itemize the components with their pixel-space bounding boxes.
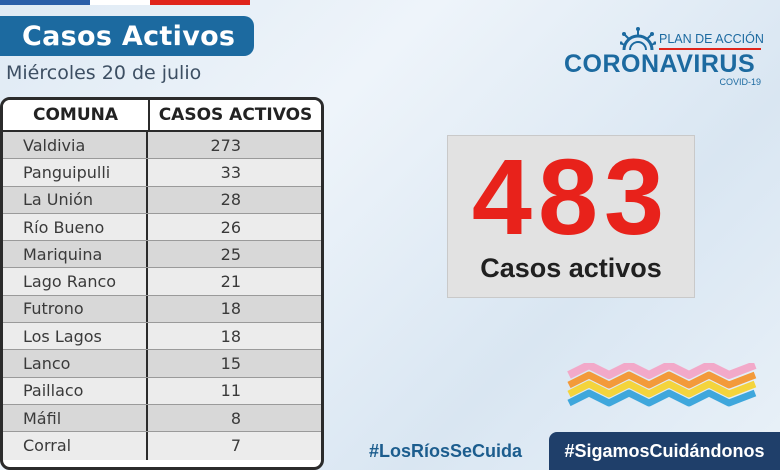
cases-table: COMUNA CASOS ACTIVOS Valdivia 273 Pangui…: [0, 97, 324, 470]
flag-red-segment: [150, 0, 250, 5]
column-header-casos: CASOS ACTIVOS: [158, 105, 313, 125]
table-row: Máfil 8: [3, 404, 321, 433]
casos-cell: 21: [220, 272, 241, 292]
casos-cell: 18: [220, 299, 241, 319]
comuna-cell: Futrono: [3, 295, 148, 323]
comuna-cell: Corral: [3, 432, 148, 460]
comuna-cell: Máfil: [3, 404, 148, 432]
casos-cell: 26: [220, 217, 241, 237]
comuna-cell: Panguipulli: [3, 159, 148, 186]
table-row: Corral 7: [3, 432, 321, 460]
table-row: Panguipulli 33: [3, 159, 321, 187]
logo-sub-text: COVID-19: [719, 77, 761, 87]
casos-cell: 11: [220, 381, 241, 401]
comuna-cell: Paillaco: [3, 377, 148, 404]
regional-waves-logo: [567, 363, 757, 407]
table-row: Paillaco 11: [3, 377, 321, 405]
flag-blue-segment: [0, 0, 90, 5]
page-title: Casos Activos: [22, 20, 236, 52]
hashtag-los-rios: #LosRíosSeCuida: [369, 441, 523, 461]
logo-main-text: CORONAVIRUS: [564, 50, 756, 78]
plan-accion-coronavirus-logo: PLAN DE ACCIÓN CORONAVIRUS COVID-19: [562, 26, 767, 90]
table-row: Los Lagos 18: [3, 323, 321, 351]
table-row: Valdivia 273: [3, 132, 321, 160]
comuna-cell: Valdivia: [3, 132, 148, 159]
total-active-label: Casos activos: [480, 253, 662, 283]
logo-plan-text: PLAN DE ACCIÓN: [659, 32, 764, 46]
total-active-number: 483: [471, 136, 671, 257]
flag-strip: [0, 0, 250, 5]
casos-cell: 273: [210, 135, 241, 155]
date-label: Miércoles 20 de julio: [6, 62, 202, 84]
total-active-box: 483 Casos activos: [447, 135, 695, 298]
casos-cell: 28: [220, 190, 241, 210]
table-header: COMUNA CASOS ACTIVOS: [3, 100, 321, 132]
table-row: Río Bueno 26: [3, 213, 321, 242]
table-row: Futrono 18: [3, 295, 321, 324]
column-header-comuna: COMUNA: [3, 100, 150, 130]
casos-cell: 18: [220, 326, 241, 346]
casos-cell: 7: [230, 436, 241, 456]
casos-cell: 25: [220, 244, 241, 264]
hashtag-sigamos: #SigamosCuidándonos: [549, 432, 780, 470]
logo-divider: [659, 48, 761, 50]
table-row: La Unión 28: [3, 186, 321, 214]
table-row: Mariquina 25: [3, 241, 321, 269]
comuna-cell: Lanco: [3, 350, 148, 377]
casos-cell: 15: [220, 354, 241, 374]
casos-cell: 8: [230, 408, 241, 428]
virus-icon: [620, 27, 656, 51]
title-badge: Casos Activos: [0, 16, 254, 56]
table-row: Lago Ranco 21: [3, 268, 321, 296]
flag-white-segment: [90, 0, 150, 5]
comuna-cell: La Unión: [3, 186, 148, 213]
comuna-cell: Los Lagos: [3, 323, 148, 350]
comuna-cell: Río Bueno: [3, 213, 148, 241]
table-row: Lanco 15: [3, 350, 321, 378]
comuna-cell: Mariquina: [3, 241, 148, 268]
comuna-cell: Lago Ranco: [3, 268, 148, 295]
casos-cell: 33: [220, 162, 241, 182]
